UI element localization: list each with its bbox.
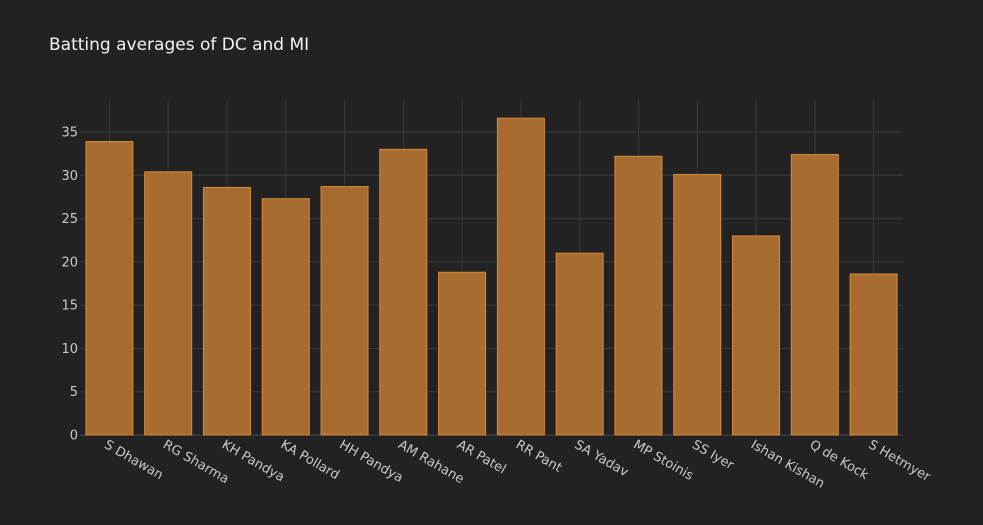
bar[interactable] bbox=[849, 273, 898, 436]
y-tick-label: 20 bbox=[61, 255, 78, 270]
bar[interactable] bbox=[202, 186, 251, 436]
bar[interactable] bbox=[261, 198, 310, 436]
bar[interactable] bbox=[438, 271, 487, 436]
x-tick-label: S Hetmyer bbox=[866, 437, 934, 485]
y-tick-label: 10 bbox=[61, 342, 78, 357]
bar[interactable] bbox=[673, 173, 722, 436]
bars bbox=[85, 117, 898, 436]
chart-title: Batting averages of DC and MI bbox=[49, 35, 309, 55]
x-tick-label: KA Pollard bbox=[278, 437, 342, 483]
y-tick-label: 30 bbox=[61, 169, 78, 184]
bar[interactable] bbox=[144, 171, 193, 436]
x-tick-label: HH Pandya bbox=[337, 437, 406, 486]
x-tick-label: S Dhawan bbox=[101, 437, 165, 483]
x-tick-label: RG Sharma bbox=[160, 437, 231, 487]
x-tick-label: MP Stoinis bbox=[630, 437, 695, 483]
bar[interactable] bbox=[790, 154, 839, 436]
bar[interactable] bbox=[85, 141, 134, 436]
bar[interactable] bbox=[496, 117, 545, 436]
bar[interactable] bbox=[320, 186, 369, 436]
y-tick-label: 0 bbox=[70, 429, 78, 444]
y-axis-ticks: 0 5 10 15 20 25 30 35 bbox=[61, 126, 78, 444]
bar[interactable] bbox=[732, 235, 781, 436]
x-tick-label: RR Pant bbox=[513, 437, 564, 475]
x-tick-label: KH Pandya bbox=[219, 437, 287, 485]
bar[interactable] bbox=[555, 252, 604, 436]
x-tick-label: SS Iyer bbox=[689, 437, 736, 473]
y-tick-label: 25 bbox=[61, 212, 78, 227]
bar[interactable] bbox=[614, 155, 663, 436]
bar[interactable] bbox=[379, 148, 428, 436]
x-tick-label: SA Yadav bbox=[572, 437, 631, 480]
y-tick-label: 35 bbox=[61, 126, 78, 141]
y-tick-label: 5 bbox=[70, 385, 78, 400]
y-tick-label: 15 bbox=[61, 299, 78, 314]
x-tick-label: AM Rahane bbox=[395, 437, 466, 487]
